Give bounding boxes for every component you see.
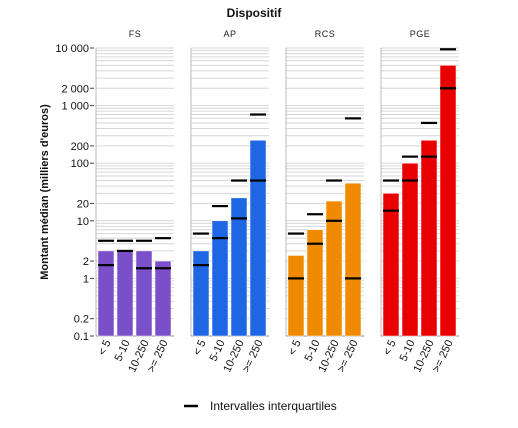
y-tick-label: 0.2 <box>74 314 89 326</box>
chart-title: Dispositif <box>227 6 283 20</box>
y-tick-label: 10 000 <box>55 43 89 55</box>
y-tick-label: 2 <box>83 256 89 268</box>
panel-title: RCS <box>315 29 336 39</box>
x-tick-label: 5-10 <box>303 338 323 363</box>
panel-title: FS <box>129 29 142 39</box>
bar <box>420 140 438 337</box>
bar <box>306 229 324 337</box>
bar <box>230 197 248 337</box>
y-tick-label: 1 <box>83 273 89 285</box>
y-tick-label: 10 <box>77 216 89 228</box>
bar <box>344 182 362 337</box>
x-tick-label: < 5 <box>191 338 208 357</box>
bar <box>97 250 115 337</box>
x-tick-label: < 5 <box>381 338 398 357</box>
bar <box>192 250 210 337</box>
bar <box>154 260 172 337</box>
bar <box>249 140 267 337</box>
bar <box>116 250 134 337</box>
bar <box>287 255 305 337</box>
y-axis-label: Montant médian (milliers d'euros) <box>39 104 51 280</box>
y-tick-label: 1 000 <box>61 101 89 113</box>
legend-label: Intervalles interquartiles <box>210 399 337 413</box>
bar <box>135 250 153 337</box>
y-tick-label: 20 <box>77 198 89 210</box>
bar <box>382 193 400 337</box>
panel-title: PGE <box>410 29 431 39</box>
y-tick-label: 0.1 <box>74 331 89 343</box>
bar <box>211 220 229 337</box>
x-tick-label: 5-10 <box>208 338 228 363</box>
x-tick-label: 5-10 <box>398 338 418 363</box>
panel-title: AP <box>223 29 236 39</box>
bar <box>401 162 419 337</box>
y-tick-label: 100 <box>71 158 89 170</box>
y-tick-label: 200 <box>71 141 89 153</box>
x-tick-label: < 5 <box>96 338 113 357</box>
y-tick-label: 2 000 <box>61 83 89 95</box>
x-tick-label: < 5 <box>286 338 303 357</box>
bar <box>325 200 343 337</box>
bar <box>439 65 457 337</box>
x-tick-label: 5-10 <box>113 338 133 363</box>
